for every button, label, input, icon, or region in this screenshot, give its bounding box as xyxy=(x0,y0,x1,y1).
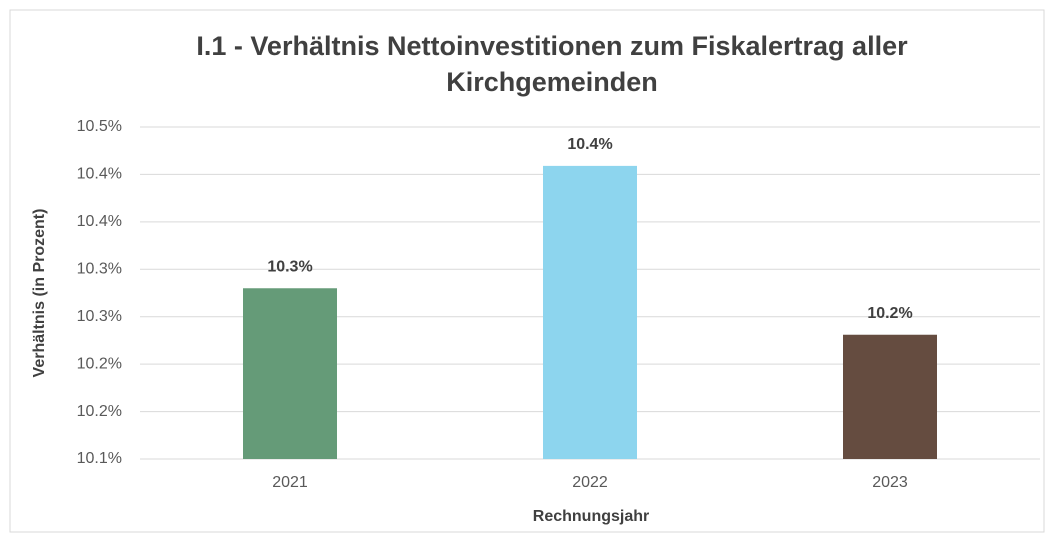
bar xyxy=(543,165,637,460)
data-label: 10.4% xyxy=(567,136,612,153)
bar xyxy=(843,334,937,459)
chart-title: I.1 - Verhältnis Nettoinvestitionen zum … xyxy=(196,31,908,97)
data-label: 10.3% xyxy=(267,258,312,275)
y-tick-label: 10.4% xyxy=(77,166,122,183)
x-axis-label: Rechnungsjahr xyxy=(533,508,649,525)
x-tick-label: 2021 xyxy=(272,474,308,491)
data-label: 10.2% xyxy=(867,305,912,322)
y-tick-label: 10.4% xyxy=(77,213,122,230)
bar xyxy=(243,288,337,459)
y-tick-label: 10.2% xyxy=(77,355,122,372)
y-tick-label: 10.1% xyxy=(77,450,122,467)
y-axis-label: Verhältnis (in Prozent) xyxy=(31,209,48,378)
y-tick-label: 10.3% xyxy=(77,261,122,278)
y-tick-label: 10.2% xyxy=(77,403,122,420)
y-tick-label: 10.5% xyxy=(77,118,122,135)
x-tick-label: 2022 xyxy=(572,474,608,491)
x-tick-label: 2023 xyxy=(872,474,908,491)
y-tick-label: 10.3% xyxy=(77,308,122,325)
